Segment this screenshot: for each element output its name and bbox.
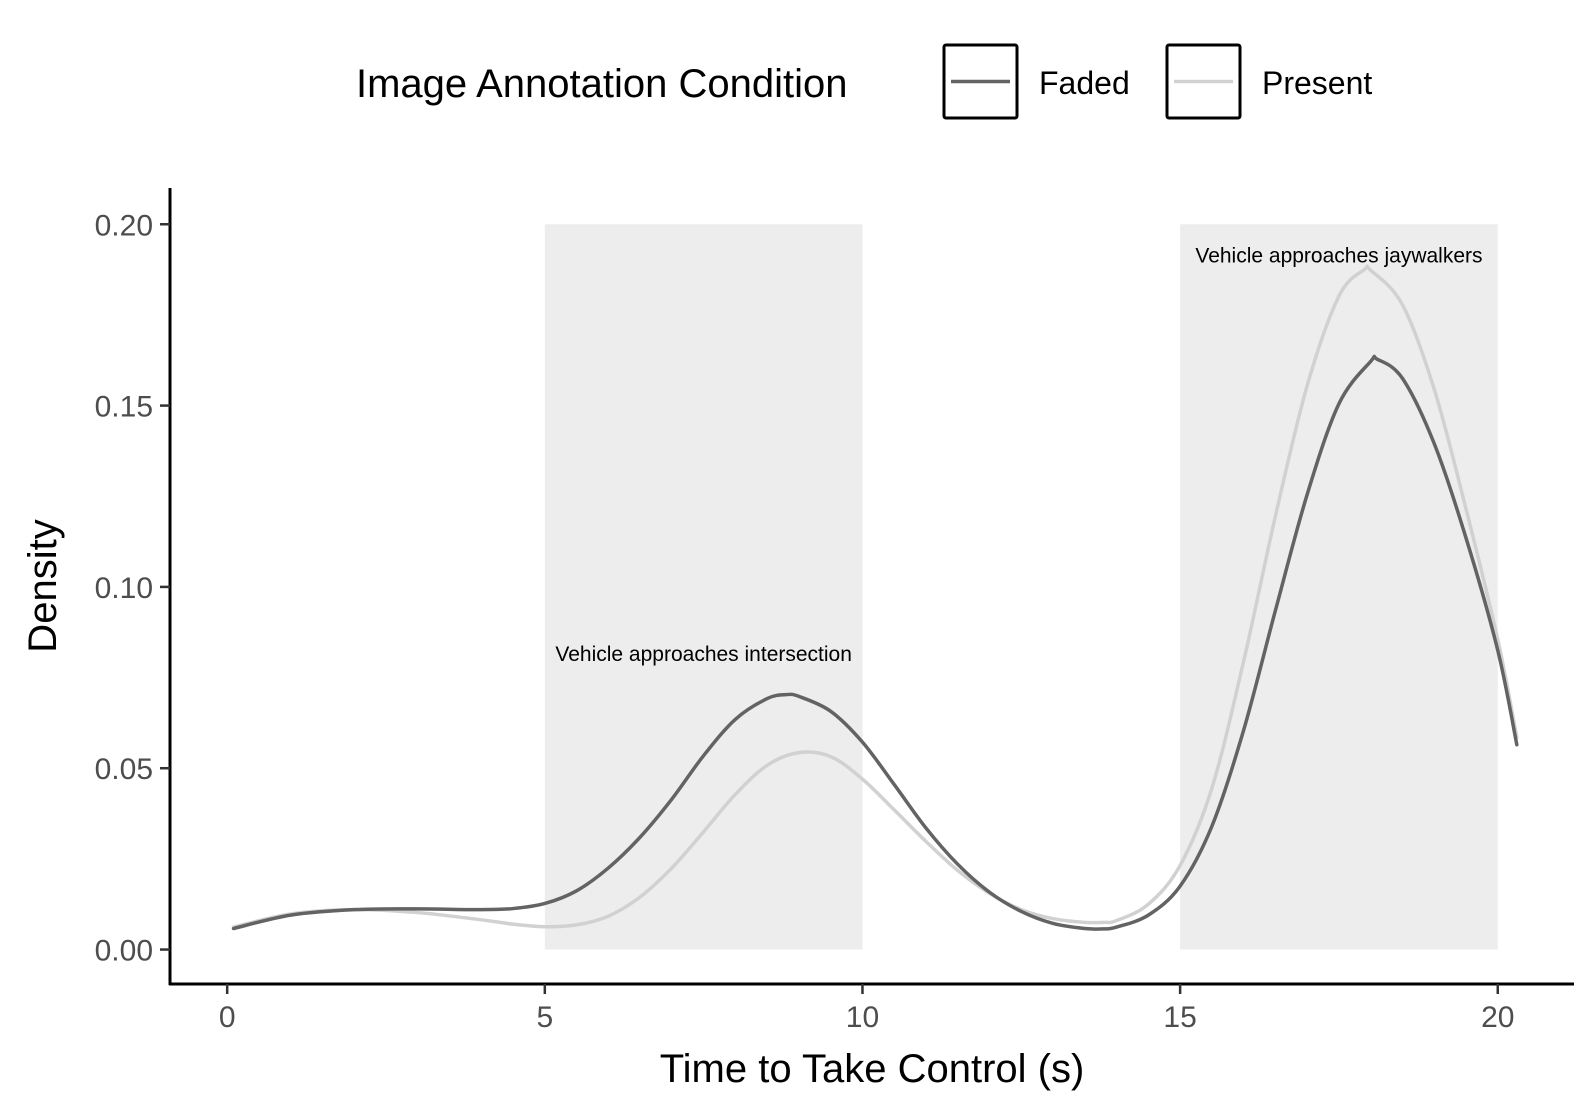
shaded-region-2 — [1180, 224, 1498, 950]
legend-label-faded: Faded — [1039, 65, 1130, 101]
series-line-faded — [231, 354, 1519, 931]
x-ticks: 0 5 10 15 20 — [219, 984, 1514, 1034]
y-tick-label-0.00: 0.00 — [95, 935, 153, 968]
y-axis-title: Density — [21, 519, 65, 652]
x-tick-label-10: 10 — [846, 1001, 879, 1034]
y-tick-label-0.05: 0.05 — [95, 753, 153, 786]
x-tick-label-5: 5 — [536, 1001, 553, 1034]
y-ticks: 0.00 0.05 0.10 0.15 0.20 — [95, 209, 170, 968]
legend-title: Image Annotation Condition — [356, 62, 847, 106]
y-tick-label-0.10: 0.10 — [95, 572, 153, 605]
legend-label-present: Present — [1262, 65, 1372, 101]
legend: Image Annotation Condition Faded Present — [356, 43, 1372, 120]
shaded-region-1 — [544, 224, 863, 950]
region-annotation-2: Vehicle approaches jaywalkers — [1195, 244, 1482, 267]
legend-item-present: Present — [1165, 43, 1372, 120]
shaded-regions — [544, 224, 1498, 950]
y-tick-label-0.15: 0.15 — [95, 391, 153, 424]
region-annotation-1: Vehicle approaches intersection — [555, 643, 852, 666]
x-tick-label-0: 0 — [219, 1001, 236, 1034]
region-annotations: Vehicle approaches intersection Vehicle a… — [555, 244, 1482, 666]
y-tick-label-0.20: 0.20 — [95, 209, 153, 242]
x-tick-label-15: 15 — [1163, 1001, 1196, 1034]
legend-item-faded: Faded — [942, 43, 1130, 120]
series-lines — [231, 264, 1519, 931]
x-axis-title: Time to Take Control (s) — [660, 1047, 1085, 1091]
x-tick-label-20: 20 — [1481, 1001, 1514, 1034]
